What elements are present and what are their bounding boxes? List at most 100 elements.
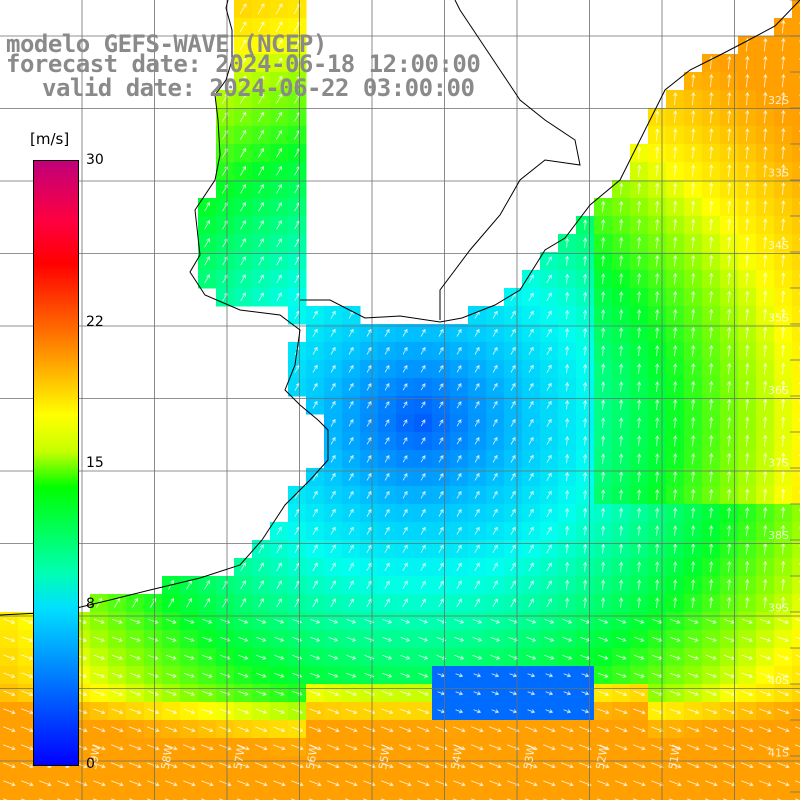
wind-arrow bbox=[582, 489, 588, 500]
wind-arrow bbox=[545, 709, 554, 714]
wind-arrow bbox=[438, 365, 444, 373]
wind-arrow bbox=[402, 401, 408, 409]
wind-arrow bbox=[633, 672, 645, 678]
wind-arrow bbox=[781, 560, 786, 573]
field-cell bbox=[792, 54, 800, 73]
wind-arrow bbox=[402, 473, 408, 481]
wind-arrow bbox=[366, 383, 372, 391]
wind-arrow bbox=[633, 690, 646, 697]
wind-arrow bbox=[258, 544, 264, 554]
wind-arrow bbox=[528, 580, 534, 590]
longitude-label: 57W bbox=[231, 744, 248, 771]
wind-arrow bbox=[777, 618, 790, 624]
wind-arrow bbox=[560, 762, 574, 769]
wind-arrow bbox=[348, 419, 354, 427]
wind-arrow bbox=[781, 290, 786, 303]
longitude-labels: 59W 58W 57W 56W 55W 54W 53W 52W 51W bbox=[86, 744, 683, 771]
wind-arrow bbox=[563, 673, 572, 678]
wind-arrow bbox=[510, 472, 516, 481]
wind-arrow bbox=[472, 637, 483, 642]
wind-arrow bbox=[619, 182, 624, 195]
wind-arrow bbox=[781, 596, 786, 609]
wind-arrow bbox=[438, 437, 444, 445]
wind-arrow bbox=[330, 490, 336, 499]
wind-arrow bbox=[655, 399, 660, 411]
wind-arrow bbox=[438, 490, 444, 499]
wind-arrow bbox=[93, 636, 105, 642]
wind-arrow bbox=[777, 690, 790, 697]
wind-arrow bbox=[474, 401, 480, 409]
wind-arrow bbox=[709, 182, 714, 195]
field-cell bbox=[792, 360, 800, 379]
wind-arrow bbox=[763, 146, 768, 160]
wind-arrow bbox=[492, 562, 498, 572]
wind-arrow bbox=[524, 780, 538, 787]
wind-arrow bbox=[111, 690, 124, 696]
wind-arrow bbox=[673, 146, 678, 159]
wind-arrow bbox=[93, 654, 105, 660]
wind-arrow bbox=[346, 619, 357, 624]
wind-arrow bbox=[637, 417, 642, 428]
wind-arrow bbox=[204, 256, 210, 266]
wind-arrow bbox=[687, 654, 699, 660]
wind-arrow bbox=[239, 93, 247, 104]
wind-arrow bbox=[673, 471, 678, 483]
longitude-label: 58W bbox=[159, 744, 176, 771]
wind-arrow bbox=[564, 327, 570, 338]
wind-arrow bbox=[438, 580, 444, 590]
wind-arrow bbox=[741, 672, 754, 678]
wind-arrow bbox=[565, 597, 570, 608]
field-cell bbox=[324, 792, 343, 800]
wind-arrow bbox=[673, 363, 678, 375]
wind-arrow bbox=[240, 220, 246, 230]
wind-arrow bbox=[528, 274, 534, 284]
wind-arrow bbox=[564, 418, 570, 428]
wind-arrow bbox=[240, 183, 246, 194]
wind-arrow bbox=[727, 55, 732, 70]
wind-arrow bbox=[727, 362, 732, 375]
wind-arrow bbox=[673, 164, 678, 177]
wind-arrow bbox=[384, 383, 390, 391]
wind-arrow bbox=[474, 526, 480, 535]
wind-arrow bbox=[600, 507, 606, 518]
field-cell bbox=[792, 126, 800, 145]
wind-arrow bbox=[745, 326, 750, 339]
wind-arrow bbox=[781, 398, 786, 411]
wind-arrow bbox=[745, 218, 750, 231]
wind-arrow bbox=[438, 526, 444, 535]
wind-arrow bbox=[673, 309, 678, 321]
wind-arrow bbox=[687, 672, 699, 678]
wind-arrow bbox=[637, 561, 642, 572]
wind-arrow bbox=[129, 636, 141, 642]
wind-arrow bbox=[366, 437, 372, 445]
wind-arrow bbox=[237, 690, 249, 696]
wind-arrow bbox=[402, 544, 408, 553]
wind-arrow bbox=[418, 655, 429, 660]
wind-arrow bbox=[328, 672, 339, 678]
field-cell bbox=[792, 162, 800, 181]
wind-arrow bbox=[619, 218, 624, 231]
wind-arrow bbox=[218, 744, 232, 751]
wind-arrow bbox=[546, 454, 552, 463]
wind-arrow bbox=[276, 256, 282, 266]
wind-arrow bbox=[601, 327, 606, 338]
wind-arrow bbox=[601, 200, 606, 213]
latitude-label: 41S bbox=[768, 747, 789, 760]
wind-arrow bbox=[474, 437, 480, 445]
wind-arrow bbox=[781, 146, 786, 160]
wind-arrow bbox=[619, 273, 624, 285]
wind-arrow bbox=[420, 544, 426, 553]
wind-arrow bbox=[510, 508, 516, 517]
wind-arrow bbox=[290, 762, 304, 769]
wind-arrow bbox=[781, 109, 786, 124]
wind-arrow bbox=[454, 619, 465, 624]
wind-arrow bbox=[220, 636, 231, 642]
wind-arrow bbox=[781, 524, 786, 537]
field-cell bbox=[792, 36, 800, 55]
wind-arrow bbox=[384, 544, 390, 553]
field-cell bbox=[792, 738, 800, 757]
wind-arrow bbox=[330, 454, 336, 463]
wind-arrow bbox=[348, 436, 354, 445]
wind-arrow bbox=[420, 473, 426, 481]
